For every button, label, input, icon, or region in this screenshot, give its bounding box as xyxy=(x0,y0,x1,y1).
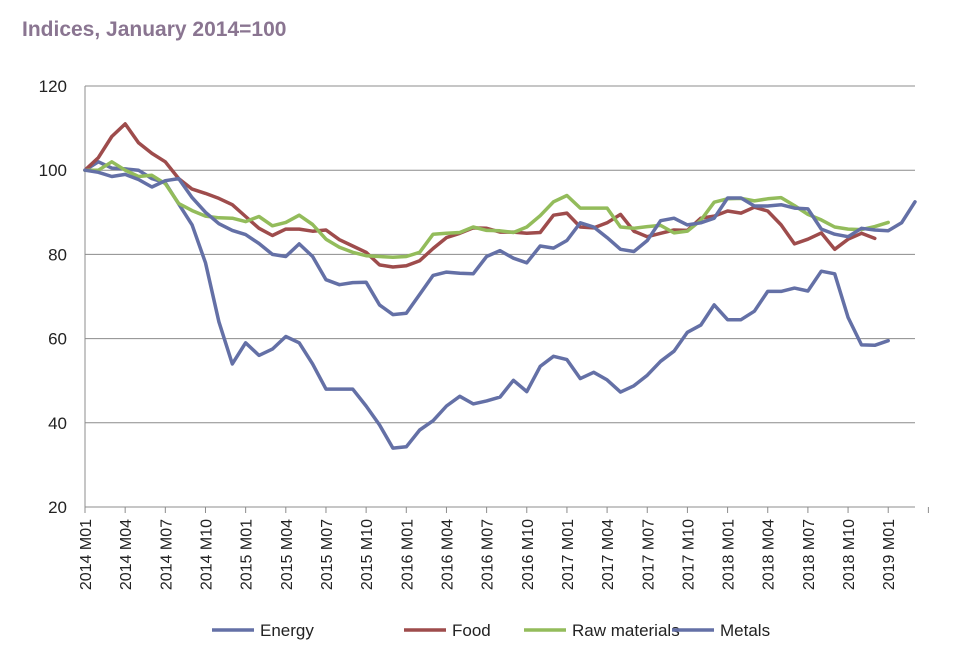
x-tick-label: 2015 M01 xyxy=(239,519,256,590)
y-tick-label: 40 xyxy=(48,414,67,433)
x-tick-label: 2018 M07 xyxy=(801,519,818,590)
x-tick-label: 2018 M04 xyxy=(761,519,778,590)
x-tick-label: 2017 M10 xyxy=(680,519,697,590)
axes xyxy=(84,86,929,513)
x-tick-label: 2016 M04 xyxy=(439,519,456,590)
x-tick-label: 2018 M01 xyxy=(721,519,738,590)
y-tick-label: 80 xyxy=(48,245,67,264)
y-tick-label: 60 xyxy=(48,330,67,349)
gridlines xyxy=(85,85,915,424)
y-tick-label: 20 xyxy=(48,498,67,517)
legend-label: Energy xyxy=(260,621,314,640)
legend-label: Metals xyxy=(720,621,770,640)
series-line-metals xyxy=(83,168,917,317)
y-tick-label: 100 xyxy=(39,161,67,180)
x-tick-label: 2017 M01 xyxy=(560,519,577,590)
x-tick-label: 2017 M04 xyxy=(600,519,617,590)
chart-subtitle: Indices, January 2014=100 xyxy=(22,18,287,41)
series-line-energy xyxy=(83,160,890,450)
x-tick-label: 2014 M04 xyxy=(118,519,135,590)
y-tick-labels: 20 40 60 80 100 120 xyxy=(39,77,67,517)
x-tick-label: 2016 M10 xyxy=(520,519,537,590)
x-tick-label: 2014 M10 xyxy=(198,519,215,590)
series-line-raw-materials xyxy=(83,160,890,260)
x-tick-label: 2015 M10 xyxy=(359,519,376,590)
legend-label: Food xyxy=(452,621,491,640)
x-tick-label: 2015 M04 xyxy=(279,519,296,590)
x-tick-labels: 2014 M01 2014 M04 2014 M07 2014 M10 2015 M01… xyxy=(78,519,898,590)
x-tick-label: 2019 M01 xyxy=(881,519,898,590)
x-tick-label: 2017 M07 xyxy=(640,519,657,590)
x-tick-label: 2014 M01 xyxy=(78,519,95,590)
x-tick-label: 2016 M07 xyxy=(480,519,497,590)
series-line-food xyxy=(83,122,877,269)
series-lines xyxy=(83,122,917,450)
x-tick-label: 2018 M10 xyxy=(841,519,858,590)
legend-label: Raw materials xyxy=(572,621,680,640)
x-tick-label: 2014 M07 xyxy=(158,519,175,590)
x-tick-label: 2015 M07 xyxy=(319,519,336,590)
x-tick-label: 2016 M01 xyxy=(399,519,416,590)
legend: Energy Food Raw materials Metals xyxy=(212,621,770,640)
y-tick-label: 120 xyxy=(39,77,67,96)
